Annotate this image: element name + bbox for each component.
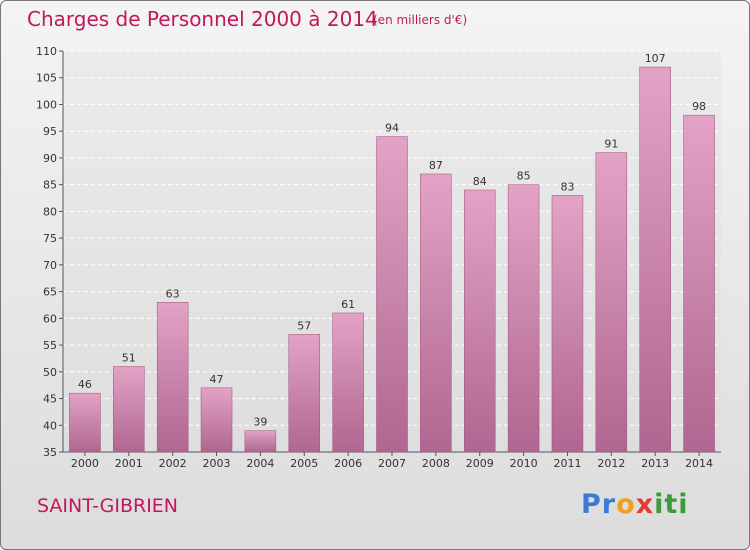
y-tick-label: 65 — [43, 286, 57, 299]
bar — [69, 392, 101, 453]
data-label: 91 — [604, 138, 618, 151]
data-label: 61 — [341, 298, 355, 311]
chart-subtitle: (en milliers d'€) — [373, 13, 468, 27]
x-tick-label: 2001 — [115, 457, 143, 470]
logo-letter: i — [654, 489, 665, 520]
data-label: 84 — [473, 175, 487, 188]
data-label: 63 — [166, 287, 180, 300]
data-label: 87 — [429, 159, 443, 172]
logo-letter: x — [635, 489, 655, 520]
y-tick-label: 105 — [36, 72, 57, 85]
bar — [156, 302, 189, 453]
data-label: 46 — [78, 378, 92, 391]
x-tick-label: 2010 — [510, 457, 538, 470]
y-tick-label: 75 — [43, 232, 57, 245]
logo-letter: r — [601, 489, 617, 520]
bar — [595, 152, 628, 453]
logo-letter: o — [616, 489, 636, 520]
x-tick-label: 2014 — [685, 457, 713, 470]
bar — [244, 430, 277, 453]
y-tick-label: 85 — [43, 179, 57, 192]
data-label: 51 — [122, 351, 136, 364]
y-tick-label: 95 — [43, 125, 57, 138]
y-tick-label: 60 — [43, 312, 57, 325]
chart-title: Charges de Personnel 2000 à 2014 — [27, 7, 378, 31]
x-tick-label: 2003 — [203, 457, 231, 470]
x-tick-label: 2008 — [422, 457, 450, 470]
x-tick-label: 2011 — [553, 457, 581, 470]
y-tick-label: 40 — [43, 419, 57, 432]
proxiti-logo[interactable]: Proxiti — [581, 489, 689, 520]
data-label: 57 — [297, 319, 311, 332]
y-tick-label: 55 — [43, 339, 57, 352]
data-label: 98 — [692, 100, 706, 113]
y-tick-label: 90 — [43, 152, 57, 165]
logo-letter: t — [664, 489, 679, 520]
x-tick-label: 2002 — [159, 457, 187, 470]
x-tick-label: 2004 — [246, 457, 274, 470]
bar — [332, 312, 364, 453]
bar — [420, 173, 452, 453]
bar — [200, 387, 233, 453]
x-tick-label: 2005 — [290, 457, 318, 470]
y-tick-label: 70 — [43, 259, 57, 272]
bar — [551, 195, 584, 453]
bar — [639, 66, 671, 453]
logo-letter: i — [678, 489, 689, 520]
data-label: 47 — [210, 373, 224, 386]
data-label: 85 — [517, 170, 531, 183]
y-tick-label: 80 — [43, 205, 57, 218]
x-tick-label: 2012 — [597, 457, 625, 470]
bar — [288, 334, 321, 453]
x-tick-label: 2006 — [334, 457, 362, 470]
logo-letter: P — [581, 489, 602, 520]
bar — [376, 136, 408, 453]
bar — [463, 189, 496, 453]
y-tick-label: 110 — [36, 45, 57, 58]
x-tick-label: 2007 — [378, 457, 406, 470]
city-name: SAINT-GIBRIEN — [37, 495, 179, 517]
x-tick-label: 2013 — [641, 457, 669, 470]
bar — [683, 114, 715, 453]
data-label: 83 — [560, 180, 574, 193]
y-tick-label: 35 — [43, 446, 57, 459]
bar — [113, 366, 145, 453]
y-tick-label: 45 — [43, 393, 57, 406]
data-label: 39 — [253, 416, 267, 429]
y-tick-label: 50 — [43, 366, 57, 379]
y-tick-label: 100 — [36, 98, 57, 111]
x-tick-label: 2000 — [71, 457, 99, 470]
data-label: 94 — [385, 122, 399, 135]
bar — [507, 184, 540, 453]
x-tick-label: 2009 — [466, 457, 494, 470]
data-label: 107 — [645, 52, 666, 65]
